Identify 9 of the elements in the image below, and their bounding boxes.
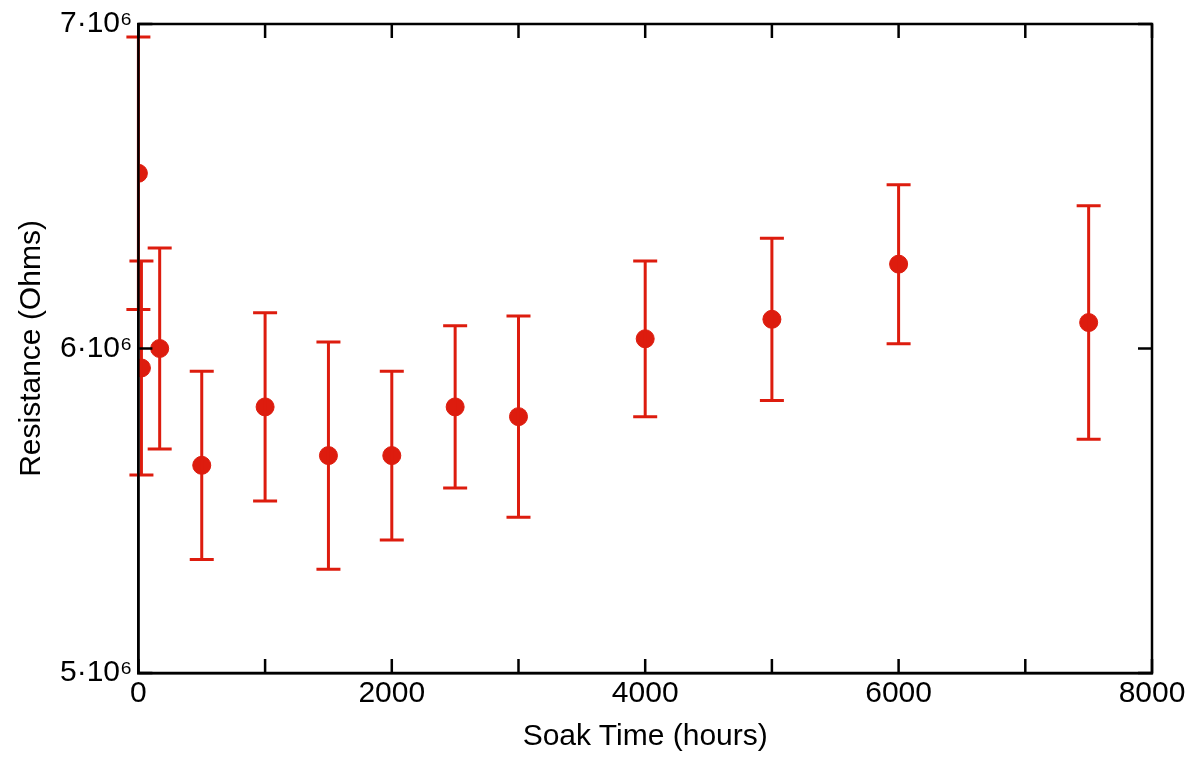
x-axis-title: Soak Time (hours) [522, 718, 768, 752]
x-tick-label: 2000 [358, 675, 426, 709]
x-tick-label: 4000 [611, 675, 679, 709]
x-tick-label: 8000 [1118, 675, 1186, 709]
x-tick-label: 6000 [865, 675, 932, 709]
y-tick-label: 7·10⁶ [59, 5, 133, 39]
y-tick-label: 6·10⁶ [59, 329, 133, 363]
y-axis-title: Resistance (Ohms) [13, 220, 47, 477]
x-tick-label: 0 [130, 675, 147, 709]
